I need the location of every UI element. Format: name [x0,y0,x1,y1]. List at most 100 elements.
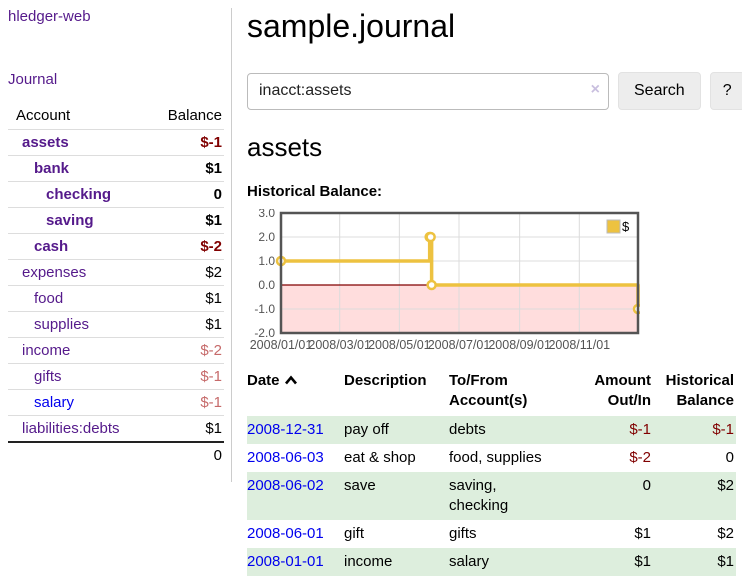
transaction-amount: $-2 [629,449,651,466]
account-link-saving[interactable]: saving [46,212,94,229]
account-heading: assets [247,132,323,162]
account-link-food[interactable]: food [34,290,64,307]
account-balance: $-2 [146,233,224,260]
transaction-description: eat & shop [344,449,416,466]
account-balance: $-1 [146,363,224,390]
app-title-link[interactable]: hledger-web [8,8,91,25]
svg-text:-1.0: -1.0 [254,302,275,316]
transaction-amount: $-1 [629,421,651,438]
accounts-header-account: Account [16,107,71,124]
svg-text:2008/11/01: 2008/11/01 [548,338,610,352]
account-row: expenses $2 [8,259,224,286]
accounts-total-balance: 0 [146,441,224,468]
svg-text:$: $ [622,219,630,234]
register-header-accounts: To/From Account(s) [449,372,528,409]
register-row: 2008-06-02 save saving, checking 0 $2 [247,472,736,520]
page-title: sample.journal [247,8,456,44]
svg-text:2008/07/01: 2008/07/01 [428,338,491,352]
transaction-date-link[interactable]: 2008-06-03 [247,449,324,466]
transaction-amount: $1 [634,525,651,542]
transaction-balance: 0 [725,449,734,466]
account-row: liabilities:debts $1 [8,415,224,442]
transaction-description: pay off [344,421,389,438]
svg-text:1.0: 1.0 [258,254,275,268]
transaction-description: save [344,477,376,494]
search-box: × [247,72,609,110]
transaction-date-link[interactable]: 2008-06-02 [247,477,324,494]
transaction-accounts: salary [449,553,490,570]
account-link-assets[interactable]: assets [22,134,69,151]
register-header-row: Date Description To/From Account(s) Amou… [247,369,736,416]
svg-text:2.0: 2.0 [258,230,275,244]
account-balance: 0 [146,181,224,208]
account-link-cash[interactable]: cash [34,238,69,255]
account-link-checking[interactable]: checking [46,186,112,203]
account-row: checking 0 [8,181,224,208]
main-content: sample.journal × Search ? assets Histori… [232,8,742,576]
transaction-amount: 0 [642,477,651,494]
register-header-date[interactable]: Date [247,369,344,416]
transaction-balance: $-1 [712,421,734,438]
svg-text:-2.0: -2.0 [254,326,275,340]
transaction-balance: $1 [717,553,734,570]
register-row: 2008-01-01 income salary $1 $1 [247,548,736,576]
transaction-accounts: food, supplies [449,449,542,466]
account-balance: $1 [146,311,224,338]
transaction-description: gift [344,525,365,542]
transaction-date-link[interactable]: 2008-06-01 [247,525,324,542]
transaction-date-link[interactable]: 2008-01-01 [247,553,324,570]
svg-text:2008/01/01: 2008/01/01 [250,338,313,352]
register-row: 2008-06-03 eat & shop food, supplies $-2… [247,444,736,472]
account-balance: $1 [146,285,224,312]
account-row: gifts $-1 [8,363,224,390]
register-row: 2008-06-01 gift gifts $1 $2 [247,520,736,548]
search-button[interactable]: Search [618,72,701,110]
svg-text:2008/05/01: 2008/05/01 [368,338,431,352]
register-header-balance: Historical Balance [665,372,734,409]
transaction-accounts: gifts [449,525,477,542]
account-row: supplies $1 [8,311,224,338]
clear-search-icon[interactable]: × [590,80,600,98]
account-row: income $-2 [8,337,224,364]
historical-balance-chart[interactable]: $3.0 2.0 1.0 0.0 -1.0 -2.0 2008/01/01 2008/03/0… [247,206,644,355]
account-link-supplies[interactable]: supplies [34,316,90,333]
account-row: cash $-2 [8,233,224,260]
account-balance: $1 [146,415,224,442]
account-link-gifts[interactable]: gifts [34,368,62,385]
account-link-income[interactable]: income [22,342,71,359]
register-row: 2008-12-31 pay off debts $-1 $-1 [247,416,736,444]
sort-ascending-icon [284,375,297,385]
account-balance: $-2 [146,337,224,364]
accounts-total-row: 0 [8,441,224,468]
account-row: saving $1 [8,207,224,234]
svg-text:2008/09/01: 2008/09/01 [488,338,551,352]
sidebar-item-journal[interactable]: Journal [8,71,58,88]
chart-title: Historical Balance: [247,183,383,200]
register-header-date-label: Date [247,372,280,389]
transaction-balance: $2 [717,477,734,494]
account-balance: $2 [146,259,224,286]
search-input[interactable] [247,72,609,110]
account-row: bank $1 [8,155,224,182]
account-link-salary[interactable]: salary [34,394,75,411]
account-link-liabilities-debts[interactable]: liabilities:debts [22,420,120,437]
register-header-description: Description [344,372,427,389]
transaction-balance: $2 [717,525,734,542]
transaction-description: income [344,553,393,570]
account-link-expenses[interactable]: expenses [22,264,87,281]
help-button[interactable]: ? [709,72,742,110]
chart-canvas[interactable]: $3.0 2.0 1.0 0.0 -1.0 -2.02008/01/012008/03/0… [247,206,644,355]
account-link-bank[interactable]: bank [34,160,70,177]
account-balance: $-1 [146,389,224,416]
transaction-accounts: debts [449,421,486,438]
account-row: salary $-1 [8,389,224,416]
accounts-table: Account Balance assets $-1 bank $1 check… [8,104,224,468]
register-table: Date Description To/From Account(s) Amou… [247,369,736,576]
search-form: × Search ? [247,72,742,110]
svg-text:0.0: 0.0 [258,278,275,292]
accounts-header-balance: Balance [167,107,222,124]
transaction-date-link[interactable]: 2008-12-31 [247,421,324,438]
sidebar: hledger-web Journal Account Balance asse… [8,8,232,482]
register-header-amount: Amount Out/In [594,372,651,409]
